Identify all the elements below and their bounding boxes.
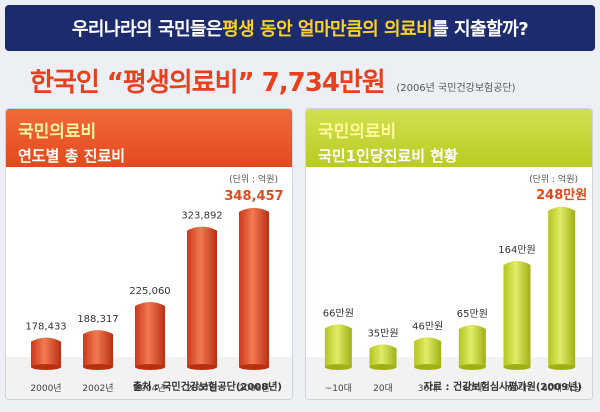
tick-label: 40대 — [462, 383, 482, 394]
right-floor — [306, 357, 592, 399]
left-panel-title: 국민의료비 — [18, 122, 97, 142]
banner-text-end: 를 지출할까? — [432, 19, 529, 40]
left-panel-subtitle: 연도별 총 진료비 — [18, 147, 126, 165]
left-panel-header: 국민의료비 연도별 총 진료비 — [6, 109, 292, 167]
bar — [31, 337, 61, 367]
left-unit-label: (단위 : 억원) — [229, 175, 278, 185]
tick-label: 2004년 — [134, 383, 165, 394]
tick-label: ~10대 — [325, 383, 352, 394]
bar — [187, 226, 217, 367]
data-label: 323,892 — [181, 211, 222, 222]
data-label: 46만원 — [412, 320, 443, 332]
bar-base — [187, 364, 217, 370]
data-label: 164만원 — [498, 244, 536, 256]
headline-source: (2006년 국민건강보험공단) — [396, 83, 516, 94]
bar — [135, 302, 165, 367]
bar-base — [31, 364, 61, 370]
bar-base — [414, 364, 442, 370]
tick-label: 2000년 — [30, 383, 61, 394]
data-label: 225,060 — [129, 286, 170, 297]
headline: 한국인 “평생의료비” 7,734만원 (2006년 국민건강보험공단) — [30, 62, 516, 99]
tick-label: 2007년 — [186, 383, 217, 394]
bar — [503, 261, 531, 367]
tick-label: 60대 — [507, 383, 527, 394]
right-panel-header: 국민의료비 국민1인당진료비 현황 — [306, 109, 592, 167]
bar — [414, 337, 442, 367]
data-label: 188,317 — [77, 314, 118, 325]
left-bar-chart: 178,433 2000년 188,317 2002년 225,060 2004년 323,… — [25, 189, 283, 394]
banner-highlight: 평생 동안 얼마만큼의 의료비 — [222, 19, 433, 40]
banner-text: 우리나라의 국민들은 — [71, 19, 223, 40]
data-label: 178,433 — [25, 322, 66, 333]
bar — [239, 207, 269, 367]
left-source-note: 출처 : 국민건강보험공단(2008년) — [132, 382, 282, 393]
bar — [548, 206, 576, 367]
right-bar-chart: 66만원 ~10대 35만원 20대 46만원 30대 65만원 40대 164만원 60대 248… — [323, 187, 587, 394]
tick-label: 2008년 — [238, 383, 269, 394]
bar — [324, 324, 352, 367]
bar-base — [324, 364, 352, 370]
right-source-note: 자료 : 건강보험심사평가원(2009년) — [423, 382, 582, 393]
bar — [458, 325, 486, 367]
right-panel-title: 국민의료비 — [318, 122, 397, 142]
right-panel-subtitle: 국민1인당진료비 현황 — [318, 147, 458, 165]
tick-label: 60대 이상 — [542, 383, 581, 394]
bar-base — [83, 364, 113, 370]
tick-label: 2002년 — [82, 383, 113, 394]
left-panel: 국민의료비 연도별 총 진료비 (단위 : 억원) 178,433 2000년 18… — [5, 108, 293, 400]
tick-label: 30대 — [418, 383, 438, 394]
bar-base — [458, 364, 486, 370]
title-banner: 우리나라의 국민들은 평생 동안 얼마만큼의 의료비 를 지출할까? — [5, 5, 595, 51]
data-label: 35만원 — [367, 327, 398, 339]
data-label: 348,457 — [224, 189, 283, 204]
bar-base — [239, 364, 269, 370]
bar-base — [503, 364, 531, 370]
headline-main: 한국인 “평생의료비” 7,734만원 — [30, 68, 386, 98]
data-label: 248만원 — [536, 187, 587, 203]
data-label: 65만원 — [457, 308, 488, 320]
tick-label: 20대 — [373, 383, 393, 394]
bar — [369, 344, 397, 367]
data-label: 66만원 — [323, 307, 354, 319]
bar-base — [135, 364, 165, 370]
bar-base — [369, 364, 397, 370]
right-unit-label: (단위 : 억원) — [529, 175, 578, 185]
bar — [83, 330, 113, 367]
bar-base — [548, 364, 576, 370]
right-panel: 국민의료비 국민1인당진료비 현황 (단위 : 억원) 66만원 ~10대 35만원… — [305, 108, 593, 400]
